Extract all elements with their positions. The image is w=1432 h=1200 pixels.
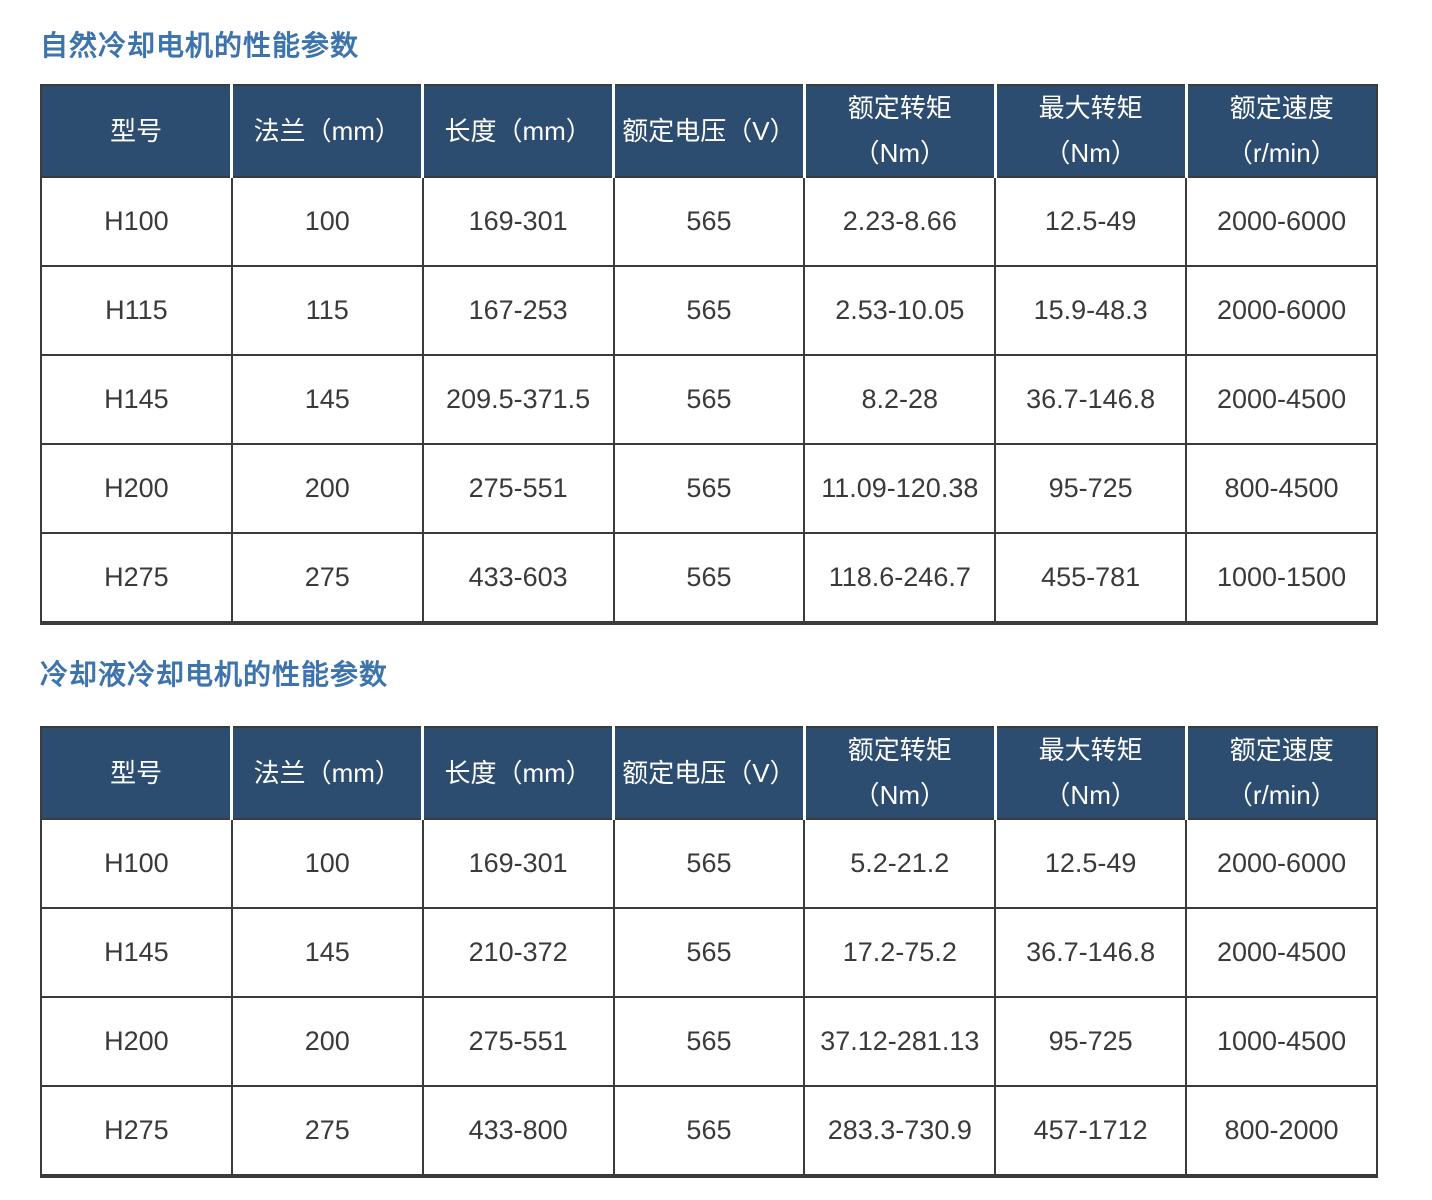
table-row: H275 275 433-603 565 118.6-246.7 455-781… — [40, 532, 1378, 624]
table-cell: 36.7-146.8 — [994, 907, 1188, 998]
column-header-max-torque: 最大转矩 （Nm） — [993, 727, 1187, 820]
table-cell: 1000-1500 — [1185, 532, 1378, 624]
table-cell: 200 — [230, 443, 424, 534]
table-cell: H100 — [40, 818, 233, 909]
column-header-rated-torque: 额定转矩 （Nm） — [802, 727, 996, 820]
table-row: H200 200 275-551 565 11.09-120.38 95-725… — [40, 443, 1378, 534]
column-header-rated-torque: 额定转矩 （Nm） — [802, 85, 996, 178]
table-cell: 118.6-246.7 — [803, 532, 997, 624]
table-cell: 275 — [230, 1085, 424, 1177]
table-cell: H115 — [40, 265, 233, 356]
table-cell: 5.2-21.2 — [803, 818, 997, 909]
table-cell: 200 — [230, 996, 424, 1087]
column-header-model: 型号 — [41, 85, 232, 178]
table-cell: 1000-4500 — [1185, 996, 1378, 1087]
table-cell: 15.9-48.3 — [994, 265, 1188, 356]
section-title-natural-cooling: 自然冷却电机的性能参数 — [40, 30, 360, 61]
column-header-rated-speed: 额定速度 （r/min） — [1184, 85, 1377, 178]
table-cell: 95-725 — [994, 443, 1188, 534]
table-cell: 8.2-28 — [803, 354, 997, 445]
table-cell: 565 — [612, 265, 806, 356]
column-header-max-torque: 最大转矩 （Nm） — [993, 85, 1187, 178]
table-cell: 12.5-49 — [994, 818, 1188, 909]
column-header-rated-speed: 额定速度 （r/min） — [1184, 727, 1377, 820]
table-cell: 169-301 — [421, 176, 615, 267]
table-cell: 2.23-8.66 — [803, 176, 997, 267]
table-cell: 433-603 — [421, 532, 615, 624]
table-cell: H145 — [40, 907, 233, 998]
table-row: H115 115 167-253 565 2.53-10.05 15.9-48.… — [40, 265, 1378, 356]
table-cell: 275-551 — [421, 443, 615, 534]
table-cell: H145 — [40, 354, 233, 445]
column-header-rated-voltage: 额定电压（V） — [612, 727, 805, 820]
table-cell: 565 — [612, 443, 806, 534]
table-cell: 457-1712 — [994, 1085, 1188, 1177]
natural-cooling-spec-table: 型号 法兰（mm） 长度（mm） 额定电压（V） 额定转矩 （Nm） 最大转矩 （N… — [40, 84, 1378, 625]
table-header-row: 型号 法兰（mm） 长度（mm） 额定电压（V） 额定转矩 （Nm） 最大转矩 （N… — [41, 727, 1377, 820]
table-cell: 565 — [612, 907, 806, 998]
column-header-model: 型号 — [41, 727, 232, 820]
table-cell: 167-253 — [421, 265, 615, 356]
table-cell: 169-301 — [421, 818, 615, 909]
table-cell: 565 — [612, 996, 806, 1087]
table-cell: 36.7-146.8 — [994, 354, 1188, 445]
table-cell: 275-551 — [421, 996, 615, 1087]
table-cell: H200 — [40, 443, 233, 534]
table-cell: 433-800 — [421, 1085, 615, 1177]
column-header-flange: 法兰（mm） — [230, 85, 423, 178]
column-header-length: 长度（mm） — [421, 727, 614, 820]
table-cell: 145 — [230, 907, 424, 998]
table-cell: 17.2-75.2 — [803, 907, 997, 998]
table-cell: 565 — [612, 354, 806, 445]
table-row: H145 145 210-372 565 17.2-75.2 36.7-146.… — [40, 907, 1378, 998]
table-cell: 209.5-371.5 — [421, 354, 615, 445]
table-cell: H275 — [40, 1085, 233, 1177]
column-header-flange: 法兰（mm） — [230, 727, 423, 820]
table-cell: 2000-6000 — [1185, 818, 1378, 909]
table-cell: 100 — [230, 818, 424, 909]
table-cell: 275 — [230, 532, 424, 624]
table-row: H100 100 169-301 565 5.2-21.2 12.5-49 20… — [40, 818, 1378, 909]
table-cell: 2000-6000 — [1185, 176, 1378, 267]
table-cell: 2000-6000 — [1185, 265, 1378, 356]
liquid-cooling-spec-table: 型号 法兰（mm） 长度（mm） 额定电压（V） 额定转矩 （Nm） 最大转矩 （N… — [40, 726, 1378, 1178]
column-header-length: 长度（mm） — [421, 85, 614, 178]
table-cell: 800-2000 — [1185, 1085, 1378, 1177]
table-row: H145 145 209.5-371.5 565 8.2-28 36.7-146… — [40, 354, 1378, 445]
table-cell: 800-4500 — [1185, 443, 1378, 534]
table-cell: 12.5-49 — [994, 176, 1188, 267]
table-cell: 210-372 — [421, 907, 615, 998]
table-cell: 2000-4500 — [1185, 907, 1378, 998]
table-cell: 2.53-10.05 — [803, 265, 997, 356]
table-cell: 37.12-281.13 — [803, 996, 997, 1087]
table-cell: 565 — [612, 1085, 806, 1177]
table-cell: 283.3-730.9 — [803, 1085, 997, 1177]
table-cell: H200 — [40, 996, 233, 1087]
section-title-liquid-cooling: 冷却液冷却电机的性能参数 — [40, 659, 389, 690]
table-header-row: 型号 法兰（mm） 长度（mm） 额定电压（V） 额定转矩 （Nm） 最大转矩 （N… — [41, 85, 1377, 178]
table-cell: 145 — [230, 354, 424, 445]
table-cell: 115 — [230, 265, 424, 356]
table-cell: 95-725 — [994, 996, 1188, 1087]
table-row: H100 100 169-301 565 2.23-8.66 12.5-49 2… — [40, 176, 1378, 267]
table-cell: 11.09-120.38 — [803, 443, 997, 534]
column-header-rated-voltage: 额定电压（V） — [612, 85, 805, 178]
table-cell: 2000-4500 — [1185, 354, 1378, 445]
table-cell: 565 — [612, 532, 806, 624]
table-cell: 455-781 — [994, 532, 1188, 624]
table-cell: 565 — [612, 176, 806, 267]
table-cell: H100 — [40, 176, 233, 267]
table-cell: H275 — [40, 532, 233, 624]
table-cell: 100 — [230, 176, 424, 267]
table-row: H275 275 433-800 565 283.3-730.9 457-171… — [40, 1085, 1378, 1177]
table-row: H200 200 275-551 565 37.12-281.13 95-725… — [40, 996, 1378, 1087]
table-cell: 565 — [612, 818, 806, 909]
